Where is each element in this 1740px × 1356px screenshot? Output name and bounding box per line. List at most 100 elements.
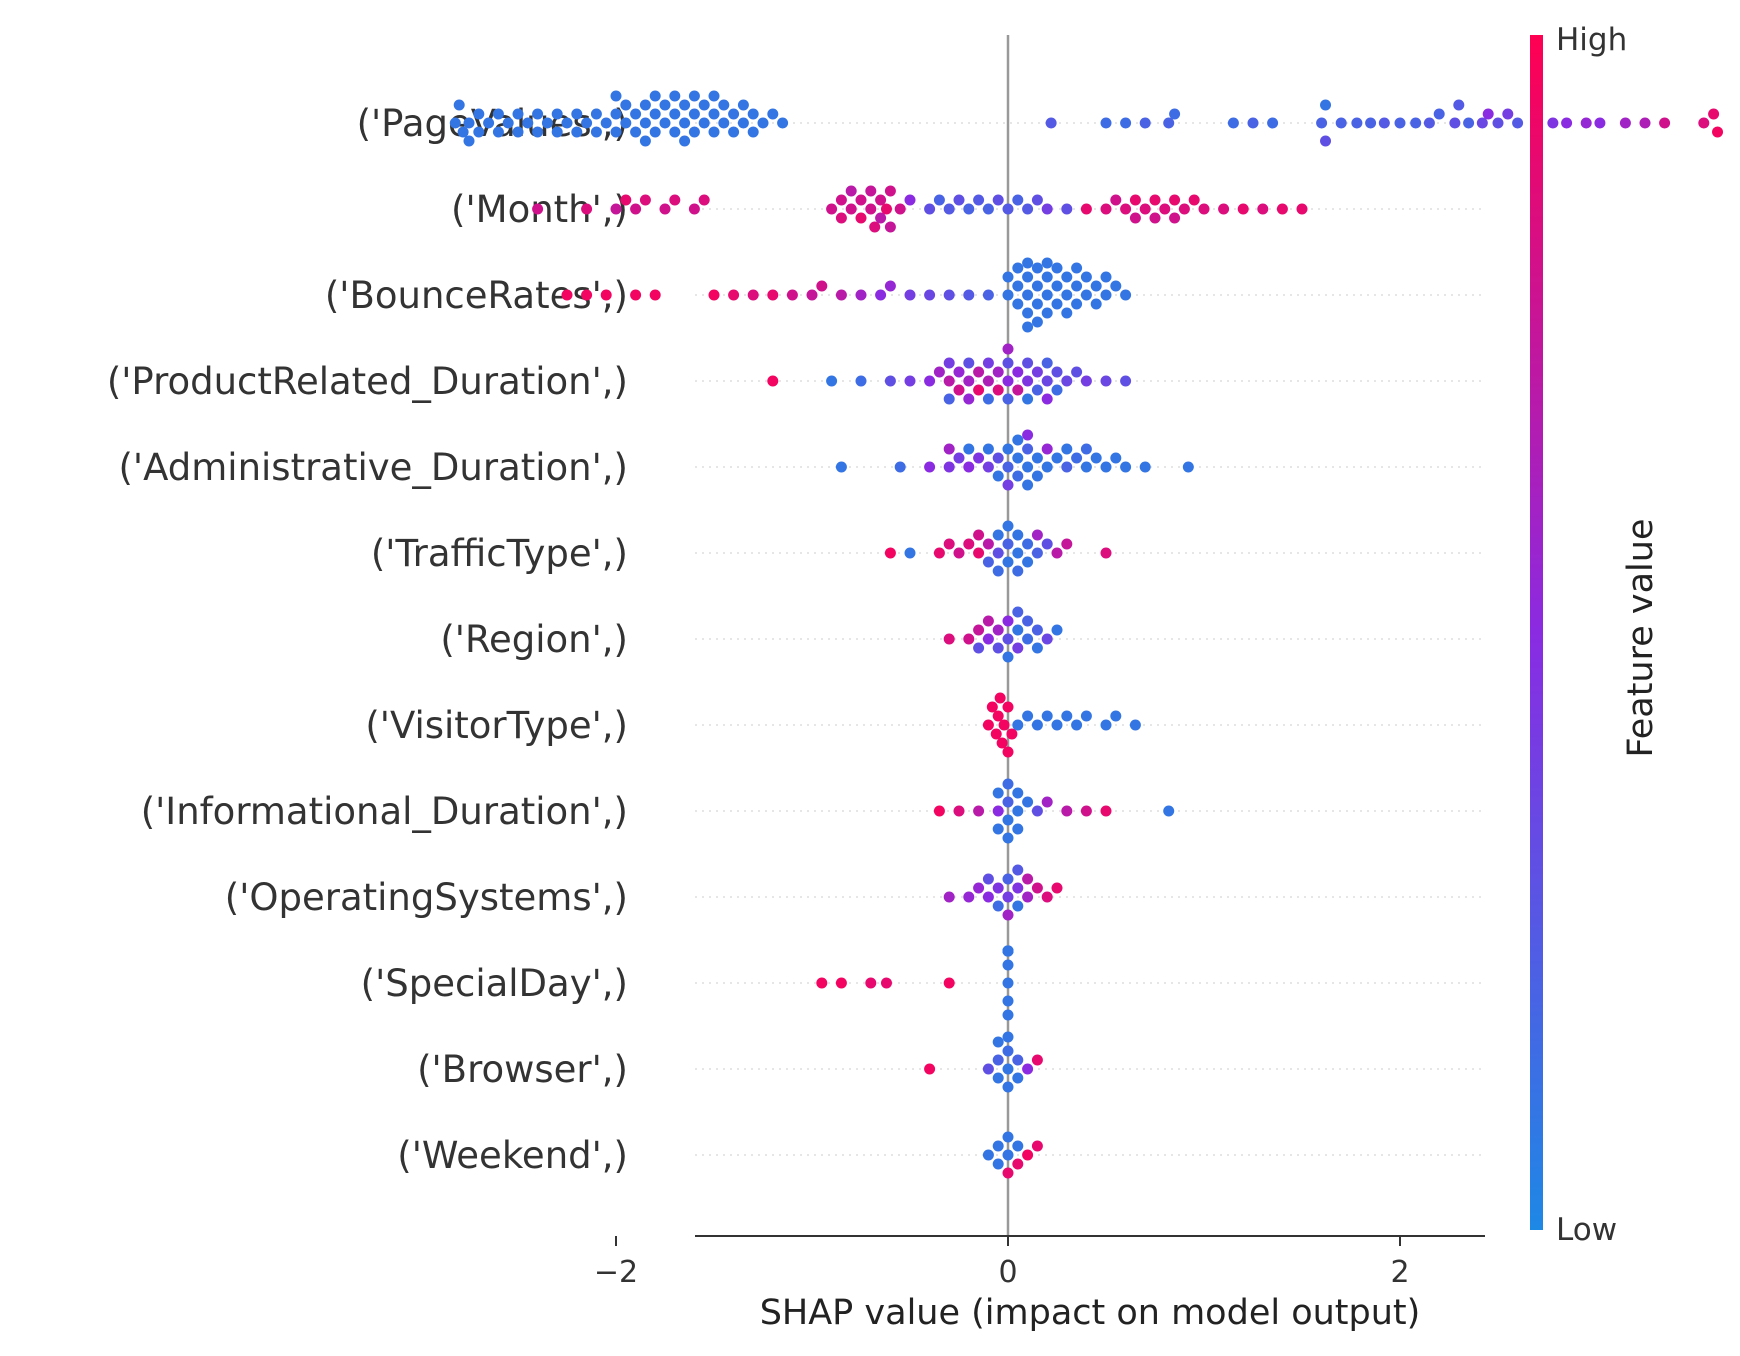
shap-point	[1012, 194, 1024, 206]
shap-point	[1045, 117, 1057, 129]
shap-point	[1423, 117, 1435, 129]
shap-point	[1061, 307, 1073, 319]
shap-point	[894, 461, 906, 473]
shap-point	[982, 873, 994, 885]
shap-point	[924, 461, 936, 473]
shap-point	[1182, 461, 1194, 473]
shap-point	[708, 126, 720, 138]
shap-point	[933, 547, 945, 559]
shap-point	[620, 194, 632, 206]
shap-point	[610, 126, 622, 138]
shap-point	[1002, 1045, 1014, 1057]
shap-point	[973, 384, 985, 396]
shap-point	[1022, 443, 1034, 455]
shap-point	[1031, 316, 1043, 328]
shap-point	[1257, 203, 1269, 215]
shap-point	[1012, 642, 1024, 654]
shap-point	[747, 126, 759, 138]
shap-point	[1061, 710, 1073, 722]
shap-point	[943, 977, 955, 989]
shap-point	[649, 108, 661, 120]
shap-point	[1031, 298, 1043, 310]
feature-label: ('Informational_Duration',)	[141, 790, 628, 833]
shap-point	[610, 90, 622, 102]
colorbar-low-label: Low	[1556, 1212, 1617, 1248]
shap-point	[708, 108, 720, 120]
shap-point	[990, 728, 1002, 740]
shap-point	[992, 565, 1004, 577]
feature-label: ('VisitorType',)	[365, 704, 628, 747]
shap-point	[943, 203, 955, 215]
shap-point	[992, 642, 1004, 654]
shap-point	[708, 289, 720, 301]
shap-point	[1163, 805, 1175, 817]
shap-point	[1708, 108, 1720, 120]
shap-point	[1002, 1063, 1014, 1075]
shap-point	[1267, 117, 1279, 129]
shap-point	[992, 1158, 1004, 1170]
shap-point	[973, 452, 985, 464]
shap-point	[963, 203, 975, 215]
shap-point	[933, 366, 945, 378]
shap-point	[953, 547, 965, 559]
shap-point	[1002, 357, 1014, 369]
shap-point	[492, 126, 504, 138]
shap-point	[600, 289, 612, 301]
shap-point	[1100, 375, 1112, 387]
shap-points	[449, 90, 1724, 1179]
shap-point	[1051, 624, 1063, 636]
shap-point	[473, 108, 485, 120]
shap-point	[1022, 479, 1034, 491]
shap-point	[669, 126, 681, 138]
shap-point	[590, 126, 602, 138]
shap-point	[1482, 108, 1494, 120]
shap-point	[1051, 452, 1063, 464]
x-tick-label: 2	[1390, 1255, 1409, 1290]
shap-point	[767, 289, 779, 301]
shap-point	[973, 882, 985, 894]
shap-point	[1022, 429, 1034, 441]
shap-point	[884, 185, 896, 197]
shap-point	[1012, 298, 1024, 310]
shap-point	[1502, 108, 1514, 120]
shap-point	[994, 692, 1006, 704]
shap-point	[884, 375, 896, 387]
shap-point	[630, 126, 642, 138]
shap-point	[1100, 117, 1112, 129]
shap-point	[1012, 452, 1024, 464]
shap-point	[1051, 366, 1063, 378]
shap-point	[1061, 805, 1073, 817]
shap-point	[982, 203, 994, 215]
shap-point	[835, 977, 847, 989]
shap-point	[1022, 873, 1034, 885]
shap-point	[992, 366, 1004, 378]
shap-point	[1061, 461, 1073, 473]
shap-point	[1022, 321, 1034, 333]
shap-point	[933, 194, 945, 206]
shap-point	[1120, 203, 1132, 215]
shap-point	[639, 194, 651, 206]
shap-point	[992, 547, 1004, 559]
shap-point	[1012, 470, 1024, 482]
shap-point	[532, 203, 544, 215]
x-tick-label: 0	[998, 1255, 1017, 1290]
shap-point	[1090, 452, 1102, 464]
shap-point	[777, 117, 789, 129]
feature-label: ('Browser',)	[417, 1048, 628, 1091]
shap-point	[982, 357, 994, 369]
shap-point	[1012, 719, 1024, 731]
shap-point	[982, 443, 994, 455]
shap-point	[933, 805, 945, 817]
feature-label: ('TrafficType',)	[371, 532, 628, 575]
shap-point	[698, 194, 710, 206]
shap-point	[1320, 99, 1332, 111]
shap-point	[679, 117, 691, 129]
shap-point	[992, 624, 1004, 636]
shap-point	[1335, 117, 1347, 129]
shap-point	[992, 1140, 1004, 1152]
shap-point	[728, 108, 740, 120]
shap-point	[953, 805, 965, 817]
shap-point	[1002, 1031, 1014, 1043]
shap-point	[688, 203, 700, 215]
shap-point	[1378, 117, 1390, 129]
